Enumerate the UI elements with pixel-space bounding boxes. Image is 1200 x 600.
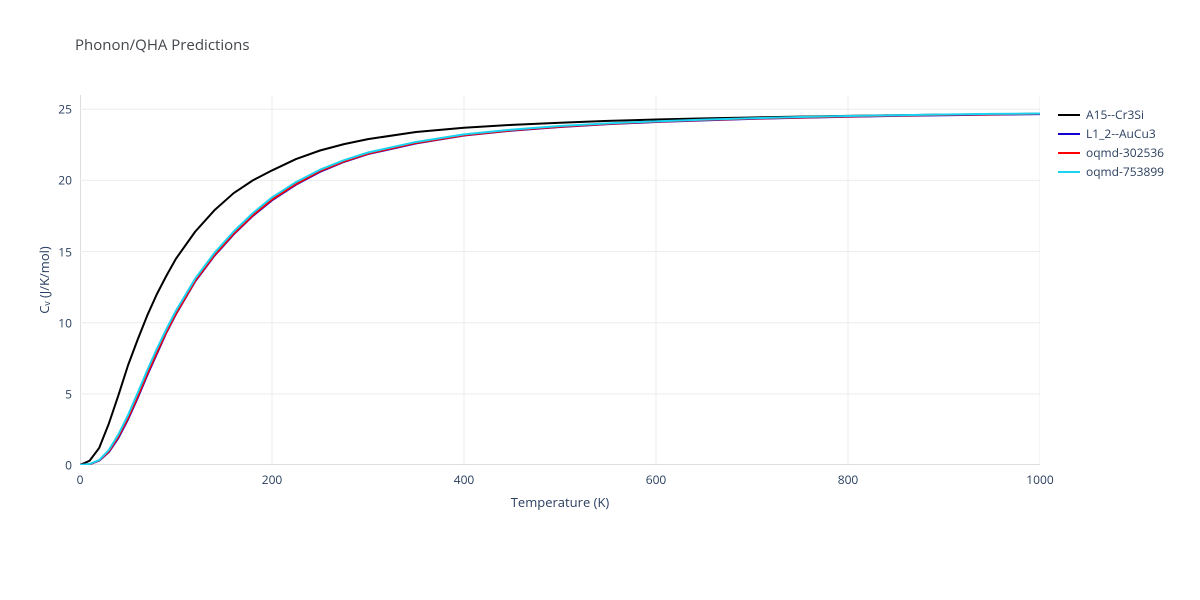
y-tick-label: 5	[65, 385, 72, 402]
legend-item[interactable]: A15--Cr3Si	[1058, 105, 1164, 124]
legend-item[interactable]: L1_2--AuCu3	[1058, 124, 1164, 143]
figure-container: Phonon/QHA Predictions Temperature (K) C…	[0, 0, 1200, 600]
x-tick-label: 200	[262, 471, 283, 488]
legend-label: oqmd-753899	[1086, 163, 1164, 180]
legend-label: L1_2--AuCu3	[1086, 125, 1156, 142]
x-tick-label: 800	[838, 471, 859, 488]
legend-swatch	[1058, 114, 1080, 116]
y-tick-label: 10	[58, 314, 72, 331]
x-axis-label: Temperature (K)	[511, 493, 610, 511]
x-tick-label: 1000	[1026, 471, 1053, 488]
legend: A15--Cr3Si L1_2--AuCu3 oqmd-302536 oqmd-753…	[1058, 105, 1164, 181]
plot-area[interactable]	[80, 95, 1040, 465]
chart-title: Phonon/QHA Predictions	[75, 35, 250, 55]
legend-label: oqmd-302536	[1086, 144, 1164, 161]
x-tick-label: 400	[454, 471, 475, 488]
legend-swatch	[1058, 133, 1080, 135]
legend-item[interactable]: oqmd-753899	[1058, 162, 1164, 181]
legend-swatch	[1058, 171, 1080, 173]
y-tick-label: 25	[58, 101, 72, 118]
x-tick-label: 600	[646, 471, 667, 488]
legend-label: A15--Cr3Si	[1086, 106, 1144, 123]
x-tick-label: 0	[77, 471, 84, 488]
y-tick-label: 15	[58, 243, 72, 260]
legend-item[interactable]: oqmd-302536	[1058, 143, 1164, 162]
legend-swatch	[1058, 152, 1080, 154]
y-tick-label: 20	[58, 172, 72, 189]
y-tick-label: 0	[65, 457, 72, 474]
plot-svg	[80, 95, 1040, 465]
y-axis-label: Cᵥ (J/K/mol)	[35, 246, 53, 314]
